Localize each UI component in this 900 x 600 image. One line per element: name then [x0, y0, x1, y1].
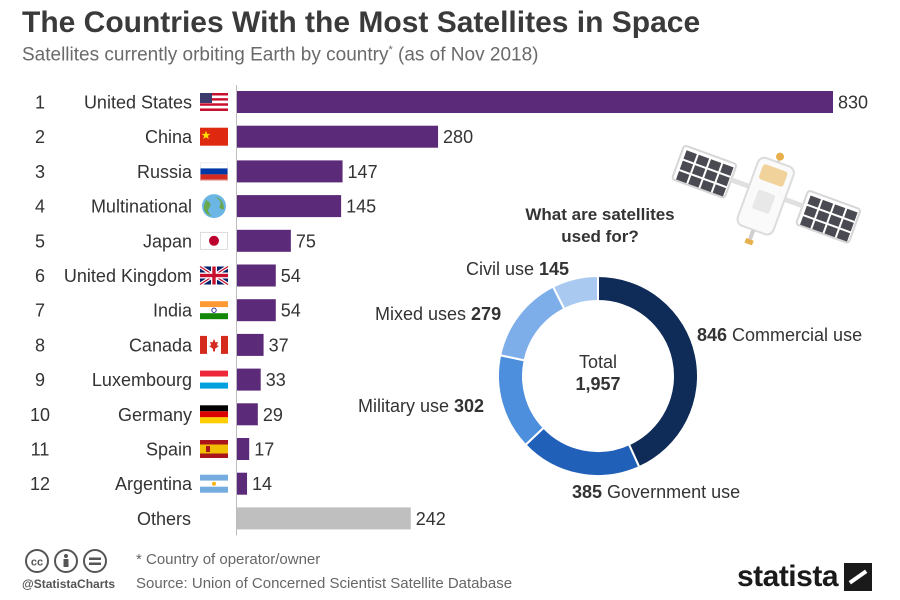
- bar-japan: [237, 229, 291, 252]
- donut-label-civil-use: Civil use 145: [466, 259, 569, 279]
- value-label-others: 242: [416, 509, 446, 529]
- category-label-spain: Spain: [146, 440, 192, 460]
- donut-slice-civil-use: [551, 274, 599, 311]
- category-label-germany: Germany: [118, 405, 192, 425]
- chart-title: The Countries With the Most Satellites i…: [22, 6, 701, 39]
- subtitle-text: Satellites currently orbiting Earth by c…: [22, 44, 389, 66]
- chart-subtitle: Satellites currently orbiting Earth by c…: [22, 44, 538, 66]
- category-label-luxembourg: Luxembourg: [92, 370, 192, 390]
- bar-russia: [237, 160, 343, 183]
- bar-argentina: [237, 472, 248, 495]
- bar-united-kingdom: [237, 264, 276, 287]
- globe-icon: [202, 194, 226, 219]
- statista-mark-icon: [844, 563, 872, 591]
- bar-china: [237, 125, 439, 148]
- footnote: * Country of operator/owner: [136, 551, 321, 568]
- rank-label: 10: [30, 405, 50, 425]
- category-label-china: China: [145, 127, 193, 147]
- value-label-luxembourg: 33: [266, 370, 286, 390]
- value-label-canada: 37: [269, 335, 289, 355]
- rank-label: 12: [30, 474, 50, 494]
- value-label-spain: 17: [254, 440, 274, 460]
- statista-logo: statista: [737, 560, 872, 594]
- twitter-handle: @StatistaCharts: [22, 577, 116, 591]
- rank-label: 9: [35, 370, 45, 390]
- category-label-united-states: United States: [84, 93, 192, 113]
- category-label-argentina: Argentina: [115, 474, 193, 494]
- rank-label: 8: [35, 335, 45, 355]
- spain-flag-icon: [200, 440, 228, 458]
- svg-text:cc: cc: [31, 557, 43, 569]
- value-label-united-kingdom: 54: [281, 266, 301, 286]
- donut-label-mixed-uses: Mixed uses 279: [375, 304, 501, 324]
- no-derivatives-icon: [83, 549, 107, 573]
- value-label-germany: 29: [263, 405, 283, 425]
- donut-title-line-2: used for?: [561, 227, 638, 246]
- category-label-others: Others: [137, 509, 191, 529]
- value-label-argentina: 14: [252, 474, 272, 494]
- donut-title-line-1: What are satellites: [525, 205, 674, 224]
- bar-multinational: [237, 195, 342, 218]
- value-label-russia: 147: [348, 162, 378, 182]
- rank-label: 5: [35, 231, 45, 251]
- license-icons: cc: [24, 548, 114, 579]
- luxembourg-flag-icon: [200, 370, 228, 389]
- donut-slice-military-use: [497, 354, 546, 447]
- japan-flag-icon: [200, 231, 228, 250]
- value-label-japan: 75: [296, 231, 316, 251]
- donut-slice-mixed-uses: [498, 285, 566, 362]
- category-label-japan: Japan: [143, 231, 192, 251]
- donut-label-government-use: 385 Government use: [572, 482, 740, 502]
- germany-flag-icon: [200, 405, 228, 424]
- category-label-multinational: Multinational: [91, 197, 192, 217]
- category-label-india: India: [153, 301, 193, 321]
- satellite-icon: [671, 145, 862, 246]
- uk-flag-icon: [199, 264, 229, 287]
- donut-label-commercial-use: 846 Commercial use: [697, 325, 862, 345]
- rank-label: 6: [35, 266, 45, 286]
- bar-united-states: [237, 91, 833, 113]
- china-flag-icon: [200, 127, 228, 146]
- bar-canada: [237, 333, 264, 356]
- argentina-flag-icon: [200, 474, 228, 493]
- donut-center-value: 1,957: [575, 374, 620, 394]
- subtitle-date: (as of Nov 2018): [392, 44, 539, 66]
- value-label-india: 54: [281, 301, 301, 321]
- value-label-united-states: 830: [838, 93, 868, 113]
- value-label-multinational: 145: [346, 197, 376, 217]
- bar-others: [237, 507, 411, 530]
- category-label-russia: Russia: [137, 162, 193, 182]
- donut-label-military-use: Military use 302: [358, 396, 484, 416]
- donut-center-label: Total: [579, 352, 617, 372]
- subtitle-footnote-mark: *: [388, 44, 393, 56]
- rank-label: 7: [35, 301, 45, 321]
- source-note: Source: Union of Concerned Scientist Sat…: [136, 575, 513, 592]
- bar-luxembourg: [237, 368, 261, 391]
- bar-spain: [237, 438, 250, 460]
- brand-name: statista: [736, 560, 839, 593]
- india-flag-icon: [200, 301, 228, 320]
- rank-label: 2: [35, 127, 45, 147]
- rank-label: 11: [31, 440, 50, 460]
- rank-label: 1: [35, 93, 45, 113]
- bar-germany: [237, 403, 258, 426]
- russia-flag-icon: [200, 162, 228, 181]
- canada-flag-icon: [200, 335, 228, 354]
- category-label-canada: Canada: [129, 335, 193, 355]
- value-label-china: 280: [443, 127, 473, 147]
- attribution-icon: [54, 549, 78, 573]
- us-flag-icon: [200, 93, 228, 111]
- donut-slice-government-use: [524, 426, 641, 477]
- category-label-united-kingdom: United Kingdom: [64, 266, 192, 286]
- cc-license-icon: cc: [25, 549, 49, 573]
- rank-label: 4: [35, 197, 45, 217]
- rank-label: 3: [35, 162, 45, 182]
- bar-india: [237, 299, 276, 322]
